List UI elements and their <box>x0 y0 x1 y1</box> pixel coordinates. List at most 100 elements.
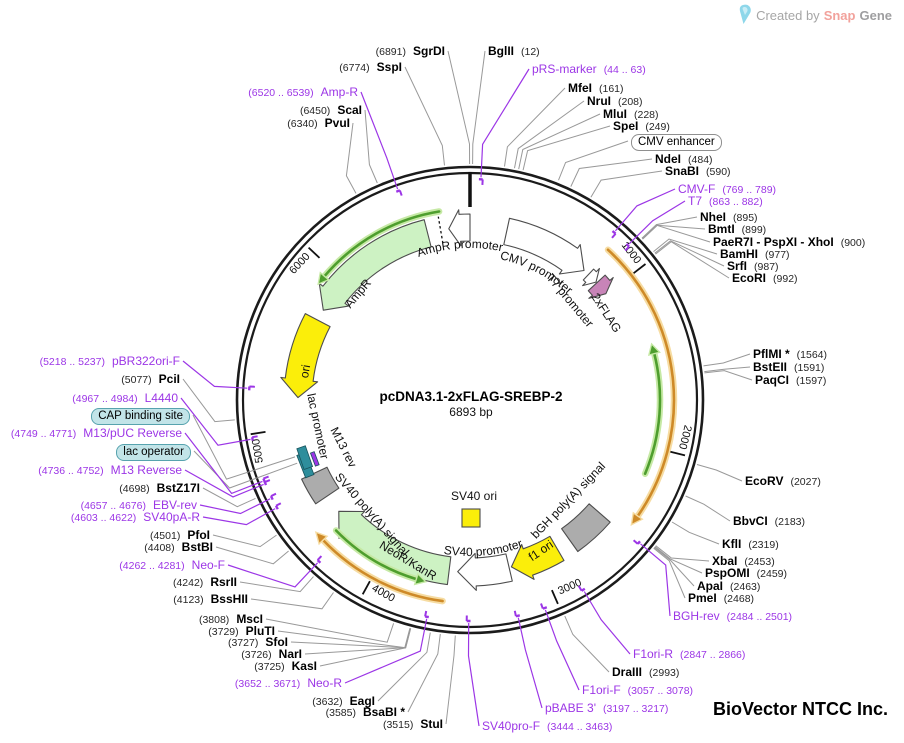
feature-label-m13-rev: M13 rev <box>327 425 359 470</box>
leader-line <box>215 546 289 565</box>
primer-tick <box>632 539 639 545</box>
primer-tick <box>398 190 403 196</box>
leader-line <box>642 224 706 240</box>
watermark-gene: Gene <box>859 7 892 23</box>
scale-tick-label-6000: 6000 <box>287 251 312 277</box>
leader-line <box>250 592 334 610</box>
leader-line <box>192 414 296 480</box>
feature-ori <box>280 313 331 399</box>
primer-tick <box>275 502 282 507</box>
leader-line <box>654 546 703 574</box>
insert-arc-bottom-head <box>314 531 329 546</box>
primer-mark-cmv-f <box>611 230 617 235</box>
insert-arc-bottom-core <box>321 538 444 603</box>
insert-arc-right-head <box>630 511 644 526</box>
leader-line <box>653 238 718 255</box>
snapgene-logo-icon <box>739 4 751 24</box>
watermark-created-by: Created by <box>756 7 820 23</box>
leader-line <box>184 469 264 498</box>
insert-arc-right-core <box>606 248 676 518</box>
primer-tick <box>513 610 517 617</box>
primer-tick <box>424 610 428 617</box>
orf-arc-ampr-head <box>317 271 331 286</box>
leader-line <box>360 91 399 190</box>
leader-line <box>641 216 698 239</box>
leader-line <box>290 628 411 649</box>
biovector-branding: BioVector NTCC Inc. <box>712 699 888 719</box>
feature-label-ori: ori <box>297 364 313 380</box>
leader-line <box>445 635 456 725</box>
leader-line <box>570 158 653 187</box>
primer-tick <box>577 585 583 592</box>
feature-label-sv40-promoter: SV40 promoter <box>443 536 524 559</box>
leader-line <box>642 224 711 243</box>
plasmid-size: 6893 bp <box>449 405 493 419</box>
chip-lac-operator <box>296 445 314 470</box>
leader-line <box>504 87 566 167</box>
leader-line <box>344 618 428 684</box>
leader-line <box>685 495 731 522</box>
leader-line <box>227 562 319 588</box>
leader-line <box>447 50 471 165</box>
feature-bgh-poly-a-signal <box>561 503 611 553</box>
scale-tick-2000 <box>670 450 686 457</box>
leader-line <box>212 534 277 548</box>
feature-label-lac-promoter: lac promoter <box>304 392 332 460</box>
leader-line <box>628 200 686 245</box>
orf-arc-right-head <box>647 342 661 356</box>
feature-sv40-ori-square <box>461 508 481 528</box>
feature-ampr <box>318 219 432 311</box>
feature-f1-ori <box>510 535 565 580</box>
feature-2xflag <box>587 274 614 299</box>
leader-line <box>696 464 743 482</box>
primer-tick <box>611 233 617 239</box>
primer-tick <box>263 475 269 480</box>
leader-line <box>614 188 676 232</box>
leader-line <box>277 628 411 649</box>
scale-tick-label-5000: 5000 <box>250 438 266 464</box>
leader-line <box>404 66 445 166</box>
orf-arc-bottom-core <box>334 529 418 581</box>
leader-line <box>180 397 251 446</box>
leader-line <box>182 378 235 423</box>
leader-line <box>655 241 730 279</box>
feature-boundary-dotted-line <box>437 216 444 244</box>
arc-arrow-layer <box>314 208 678 605</box>
leader-line <box>345 122 357 194</box>
leader-line <box>564 615 610 673</box>
primer-tick <box>624 245 630 252</box>
leader-line <box>653 546 695 587</box>
leader-line <box>583 591 631 655</box>
leader-line <box>671 521 720 545</box>
leader-line <box>704 370 753 381</box>
leader-line <box>517 617 543 709</box>
leader-line <box>590 170 663 198</box>
watermark-snap: Snap <box>823 7 856 23</box>
primer-tick <box>252 435 258 439</box>
feature-cmv-promoter <box>503 217 585 275</box>
orf-arc-right-core <box>643 352 662 475</box>
leader-line <box>184 432 263 495</box>
feature-layer <box>280 209 614 591</box>
primer-tick <box>316 555 323 561</box>
leader-line <box>377 632 431 702</box>
primer-tick <box>270 492 277 498</box>
feature-label-2xflag: 2xFLAG <box>588 291 624 336</box>
leader-line <box>472 50 486 165</box>
leader-line <box>182 360 248 389</box>
scale-tick-1000 <box>633 263 647 274</box>
feature-sv40-poly-a-signal <box>301 466 340 505</box>
primer-mark-t7 <box>625 243 630 248</box>
leader-line <box>199 498 271 515</box>
primer-tick <box>540 603 544 609</box>
leader-line <box>558 140 629 181</box>
leader-line <box>202 508 276 526</box>
leader-line <box>239 576 314 593</box>
feature-ampr-promoter <box>448 209 471 247</box>
leader-line <box>653 547 686 599</box>
leader-line-layer <box>180 50 753 727</box>
leader-line <box>202 487 256 508</box>
scale-tick-label-2000: 2000 <box>676 424 694 451</box>
plasmid-name: pcDNA3.1-2xFLAG-SREBP-2 <box>379 389 562 404</box>
